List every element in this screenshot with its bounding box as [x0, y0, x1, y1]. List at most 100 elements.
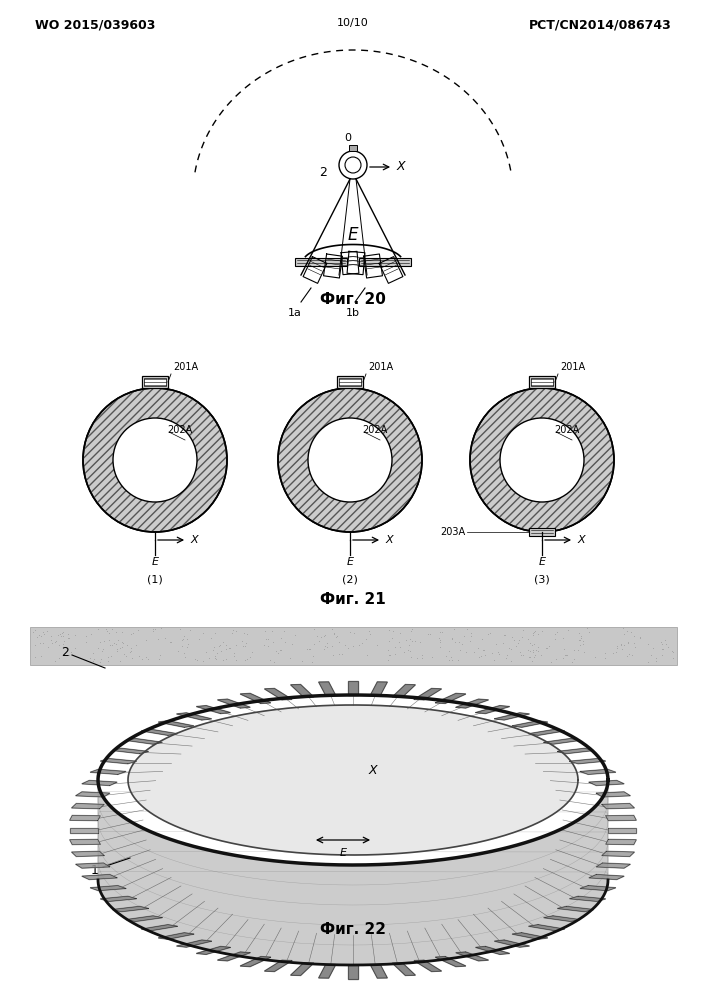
Polygon shape: [319, 964, 336, 978]
Bar: [349, 145, 357, 151]
Polygon shape: [76, 863, 110, 868]
Text: 0: 0: [344, 133, 351, 143]
Polygon shape: [177, 713, 211, 720]
Bar: [529, 528, 555, 536]
Polygon shape: [100, 759, 136, 764]
Polygon shape: [392, 685, 416, 697]
Polygon shape: [456, 699, 489, 708]
Polygon shape: [370, 682, 387, 696]
Polygon shape: [544, 916, 580, 921]
Polygon shape: [291, 685, 314, 697]
Polygon shape: [197, 706, 230, 714]
Polygon shape: [98, 780, 608, 965]
Polygon shape: [158, 933, 194, 939]
Circle shape: [470, 388, 614, 532]
Text: 203A: 203A: [440, 527, 465, 537]
Polygon shape: [557, 748, 594, 754]
Polygon shape: [240, 693, 271, 703]
Text: 201A: 201A: [560, 362, 585, 372]
Polygon shape: [71, 804, 104, 809]
Polygon shape: [589, 874, 624, 880]
Text: E: E: [539, 557, 546, 567]
Polygon shape: [126, 916, 163, 921]
Polygon shape: [177, 940, 211, 947]
Text: 2: 2: [61, 646, 69, 658]
Circle shape: [500, 418, 584, 502]
Polygon shape: [596, 863, 631, 868]
Bar: [529, 376, 555, 388]
Polygon shape: [100, 896, 136, 901]
Circle shape: [308, 418, 392, 502]
Polygon shape: [436, 693, 466, 703]
Polygon shape: [112, 906, 148, 912]
Bar: [531, 378, 553, 386]
Text: 1: 1: [91, 863, 99, 876]
Text: 201A: 201A: [173, 362, 198, 372]
Text: E: E: [346, 557, 354, 567]
Text: 202A: 202A: [362, 425, 387, 435]
Text: X: X: [397, 160, 406, 174]
Bar: [30, 627, 677, 665]
Polygon shape: [90, 886, 126, 891]
Text: X: X: [190, 535, 198, 545]
Text: 1a: 1a: [288, 308, 302, 318]
Polygon shape: [76, 792, 110, 797]
Polygon shape: [158, 721, 194, 727]
Polygon shape: [529, 729, 565, 735]
Bar: [339, 378, 361, 386]
Text: 1b: 1b: [346, 308, 360, 318]
Polygon shape: [264, 960, 292, 972]
Polygon shape: [494, 940, 530, 947]
Polygon shape: [557, 906, 594, 912]
Polygon shape: [126, 739, 163, 744]
Polygon shape: [70, 815, 100, 821]
Polygon shape: [240, 957, 271, 967]
Polygon shape: [218, 699, 250, 708]
Polygon shape: [570, 896, 606, 901]
Text: Фиг. 20: Фиг. 20: [320, 292, 386, 308]
Text: E: E: [348, 226, 358, 244]
Text: 2: 2: [319, 166, 327, 180]
Polygon shape: [580, 769, 616, 774]
Polygon shape: [71, 851, 104, 856]
Text: (1): (1): [147, 575, 163, 585]
Polygon shape: [291, 963, 314, 975]
Polygon shape: [197, 946, 230, 954]
Polygon shape: [264, 688, 292, 700]
Text: 10/10: 10/10: [337, 18, 369, 28]
Polygon shape: [512, 933, 548, 939]
Polygon shape: [70, 839, 100, 845]
Polygon shape: [82, 874, 117, 880]
Text: 202A: 202A: [167, 425, 192, 435]
Polygon shape: [82, 780, 117, 786]
Text: E: E: [339, 848, 346, 858]
Bar: [359, 258, 411, 266]
Polygon shape: [348, 681, 358, 695]
Polygon shape: [606, 815, 636, 821]
Polygon shape: [414, 960, 442, 972]
Polygon shape: [348, 965, 358, 979]
Polygon shape: [602, 851, 634, 856]
Circle shape: [113, 418, 197, 502]
Text: (2): (2): [342, 575, 358, 585]
Polygon shape: [476, 706, 510, 714]
Polygon shape: [112, 748, 148, 754]
Polygon shape: [476, 946, 510, 954]
Text: X: X: [368, 764, 378, 776]
Polygon shape: [529, 925, 565, 931]
Bar: [144, 378, 166, 386]
Polygon shape: [596, 792, 631, 797]
Polygon shape: [602, 804, 634, 809]
Polygon shape: [512, 721, 548, 727]
Polygon shape: [319, 682, 336, 696]
Polygon shape: [436, 957, 466, 967]
Text: X: X: [385, 535, 392, 545]
Text: WO 2015/039603: WO 2015/039603: [35, 18, 156, 31]
Polygon shape: [608, 828, 636, 832]
Polygon shape: [456, 952, 489, 961]
Text: Фиг. 21: Фиг. 21: [320, 592, 386, 607]
Polygon shape: [70, 828, 98, 832]
Polygon shape: [570, 759, 606, 764]
Polygon shape: [580, 886, 616, 891]
Circle shape: [278, 388, 422, 532]
